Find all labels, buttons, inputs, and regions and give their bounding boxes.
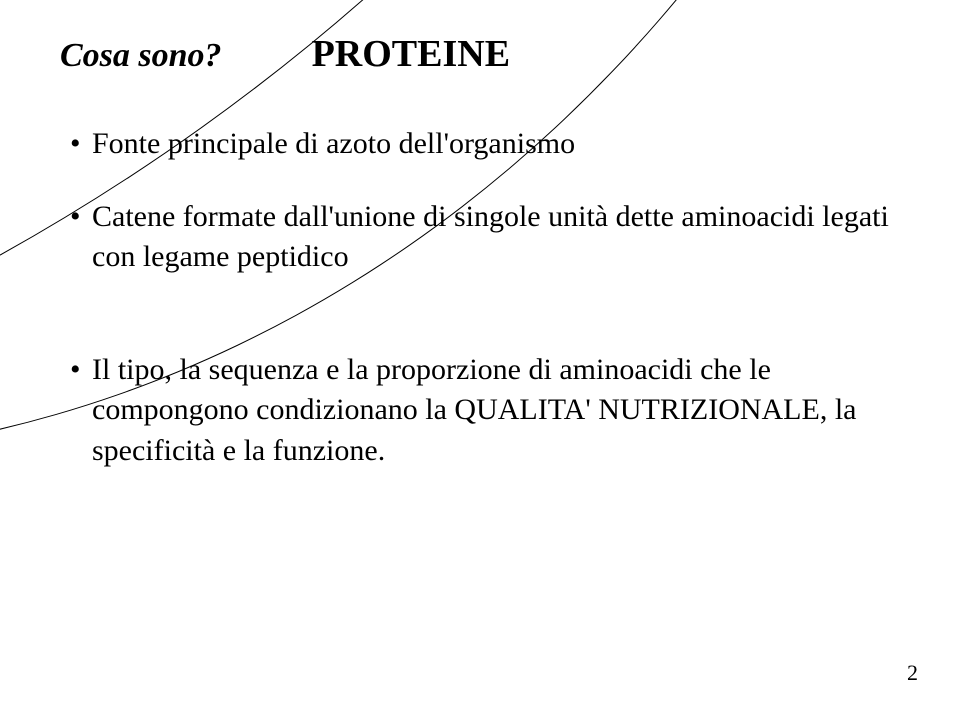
slide-title: PROTEINE <box>312 32 510 76</box>
list-item: Il tipo, la sequenza e la proporzione di… <box>70 350 900 472</box>
bullet-list: Fonte principale di azoto dell'organismo… <box>60 124 900 471</box>
list-item: Catene formate dall'unione di singole un… <box>70 197 900 278</box>
list-item: Fonte principale di azoto dell'organismo <box>70 124 900 165</box>
bullet-text: Fonte principale di azoto dell'organismo <box>92 127 575 160</box>
title-row: Cosa sono? PROTEINE <box>60 32 900 76</box>
slide-subtitle: Cosa sono? <box>60 37 222 75</box>
bullet-text: Il tipo, la sequenza e la proporzione di… <box>92 353 857 467</box>
page-number: 2 <box>907 660 918 686</box>
bullet-text: Catene formate dall'unione di singole un… <box>92 200 889 274</box>
slide: Cosa sono? PROTEINE Fonte principale di … <box>0 0 960 720</box>
